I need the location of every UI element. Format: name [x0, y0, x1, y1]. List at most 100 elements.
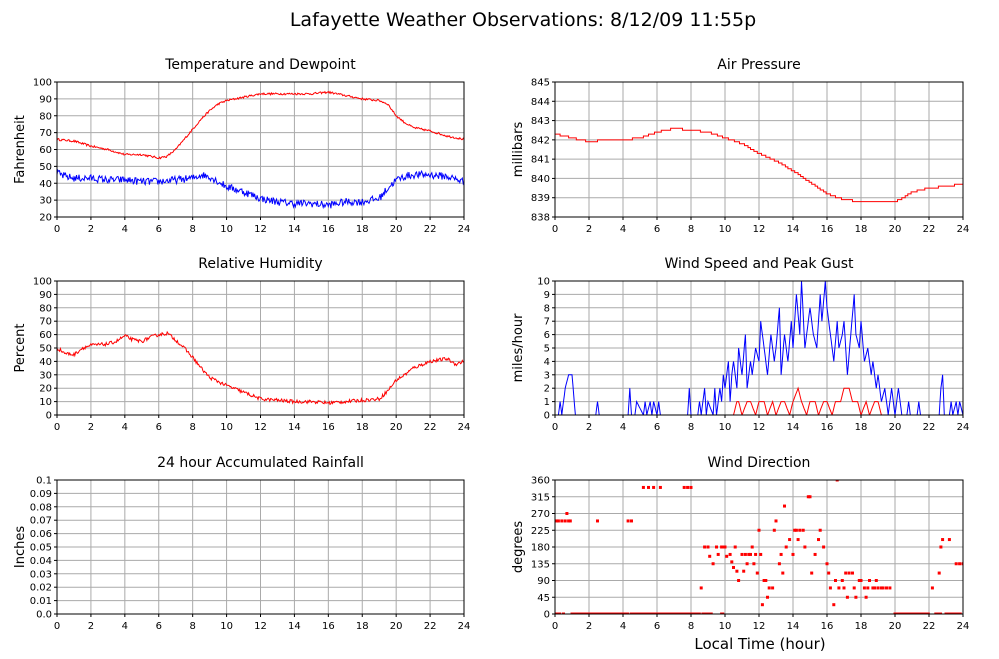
- series-line-red: [57, 330, 464, 406]
- y-tick-label: 839: [531, 193, 550, 204]
- plot-area: [57, 330, 464, 406]
- x-tick-label: 22: [424, 621, 437, 632]
- x-tick-label: 22: [424, 224, 437, 235]
- data-point: [757, 528, 761, 532]
- y-tick-label: 0: [544, 610, 550, 621]
- y-tick-label: 1: [544, 397, 550, 408]
- data-point: [810, 571, 814, 575]
- x-tick-label: 0: [552, 224, 558, 235]
- x-tick-label: 12: [254, 621, 267, 632]
- data-point: [958, 612, 962, 614]
- data-point: [740, 552, 744, 556]
- y-tick-label: 8: [544, 303, 550, 314]
- chart-title: Wind Direction: [708, 455, 811, 471]
- x-tick-label: 4: [620, 621, 626, 632]
- x-tick-label: 6: [156, 224, 162, 235]
- y-tick-label: 9: [544, 290, 550, 301]
- data-point: [871, 586, 875, 590]
- x-tick-label: 6: [654, 224, 660, 235]
- series-line-blue: [57, 168, 464, 210]
- data-point: [730, 560, 734, 564]
- x-tick-label: 18: [855, 224, 868, 235]
- x-tick-label: 2: [88, 422, 94, 433]
- series-line-red: [555, 127, 963, 203]
- y-tick-label: 60: [39, 330, 52, 341]
- y-tick-label: 3: [544, 370, 550, 381]
- data-point: [563, 519, 567, 523]
- x-tick-label: 12: [753, 422, 766, 433]
- x-tick-label: 0: [54, 224, 60, 235]
- x-tick-label: 16: [821, 422, 834, 433]
- y-tick-label: 30: [39, 196, 52, 207]
- data-point: [558, 612, 562, 614]
- x-tick-label: 20: [390, 224, 403, 235]
- data-point: [961, 562, 963, 566]
- x-tick-label: 10: [719, 224, 732, 235]
- x-tick-label: 4: [620, 422, 626, 433]
- data-point: [723, 545, 727, 549]
- y-tick-label: 360: [531, 476, 550, 487]
- y-tick-label: 225: [531, 526, 550, 537]
- x-tick-label: 18: [356, 422, 369, 433]
- y-tick-label: 2: [544, 384, 550, 395]
- y-tick-label: 60: [39, 145, 52, 156]
- data-point: [876, 586, 880, 590]
- x-tick-label: 8: [189, 621, 195, 632]
- x-tick-label: 10: [719, 422, 732, 433]
- data-point: [834, 579, 837, 582]
- data-point: [857, 579, 861, 582]
- y-tick-label: 842: [531, 135, 550, 146]
- y-tick-label: 50: [39, 344, 52, 355]
- y-tick-label: 90: [39, 290, 52, 301]
- plot-area: [555, 480, 963, 614]
- y-tick-label: 0.1: [36, 476, 52, 487]
- data-point: [859, 579, 863, 582]
- series-line-red: [57, 90, 464, 160]
- x-tick-label: 20: [390, 621, 403, 632]
- data-point: [771, 586, 775, 590]
- data-point: [556, 519, 560, 523]
- data-point: [868, 579, 871, 582]
- data-point: [844, 571, 848, 575]
- y-tick-label: 0.07: [30, 516, 52, 527]
- data-point: [885, 586, 888, 590]
- y-tick-label: 0.08: [30, 502, 52, 513]
- y-tick-label: 841: [531, 155, 550, 166]
- data-point: [725, 554, 729, 558]
- data-point: [798, 528, 802, 532]
- data-point: [783, 504, 786, 508]
- y-tick-label: 70: [39, 317, 52, 328]
- data-point: [866, 586, 870, 590]
- data-point: [759, 552, 763, 556]
- data-point: [750, 545, 754, 549]
- data-point: [825, 562, 829, 566]
- y-tick-label: 270: [531, 509, 550, 520]
- y-axis-label: Inches: [13, 526, 28, 568]
- y-tick-label: 100: [33, 78, 52, 89]
- y-tick-label: 6: [544, 330, 550, 341]
- chart-title: Relative Humidity: [198, 256, 322, 272]
- data-point: [733, 545, 737, 549]
- y-tick-label: 20: [39, 213, 52, 224]
- x-tick-label: 18: [356, 621, 369, 632]
- data-point: [874, 579, 878, 582]
- data-point: [937, 571, 941, 575]
- data-point: [742, 569, 746, 573]
- x-tick-label: 0: [54, 422, 60, 433]
- x-tick-label: 18: [855, 621, 868, 632]
- y-tick-label: 70: [39, 128, 52, 139]
- x-tick-label: 16: [322, 422, 335, 433]
- y-tick-label: 315: [531, 492, 550, 503]
- data-point: [735, 569, 739, 573]
- plot-frame: [554, 280, 964, 416]
- x-tick-label: 22: [923, 224, 936, 235]
- x-tick-label: 18: [855, 422, 868, 433]
- y-tick-label: 0.06: [30, 529, 52, 540]
- data-point: [926, 612, 930, 614]
- data-point: [873, 586, 877, 590]
- data-point: [721, 612, 725, 614]
- y-tick-label: 4: [544, 357, 550, 368]
- x-tick-label: 2: [586, 224, 592, 235]
- x-tick-label: 14: [288, 621, 301, 632]
